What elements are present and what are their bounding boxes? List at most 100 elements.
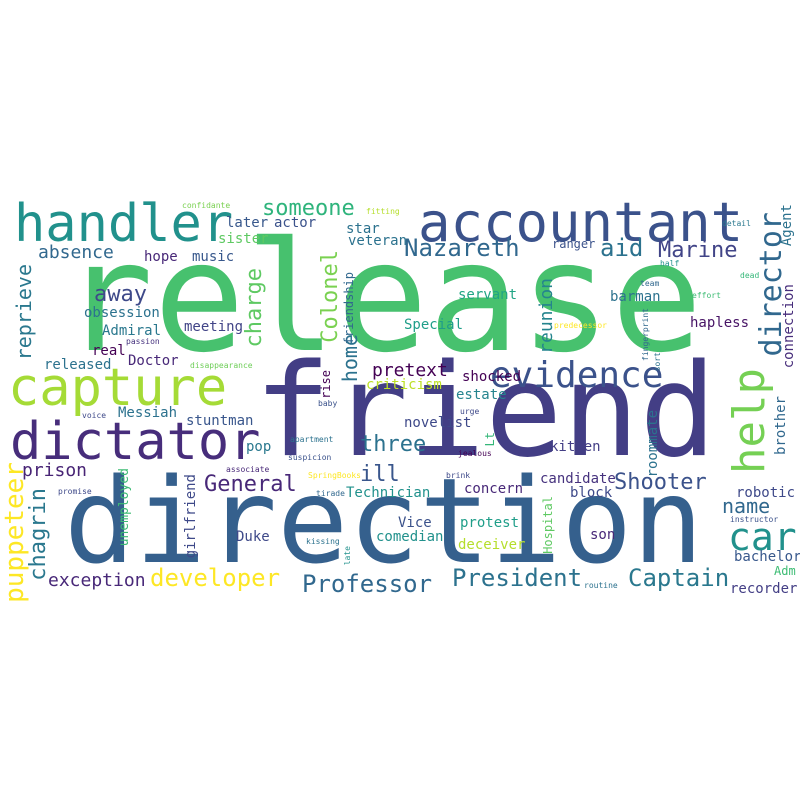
word-three: three <box>360 432 427 457</box>
word-baby: baby <box>318 399 338 408</box>
word-exception: exception <box>48 570 146 591</box>
word-voice: voice <box>82 411 107 420</box>
word-kissing: kissing <box>306 537 340 546</box>
word-sister: sister <box>218 231 269 247</box>
word-protest: protest <box>460 515 520 531</box>
word-stuntman: stuntman <box>186 413 254 429</box>
word-capture: capture <box>8 358 228 418</box>
word-estate: estate <box>456 387 507 403</box>
word-ranger: ranger <box>552 237 596 251</box>
word-fingerprint: fingerprint <box>641 308 650 361</box>
word-direction: direction <box>64 452 704 590</box>
word-chagrin: chagrin <box>26 488 51 581</box>
word-team: team <box>640 279 660 288</box>
word-General: General <box>204 472 297 497</box>
word-help: help <box>724 368 775 474</box>
word-Duke: Duke <box>236 529 270 545</box>
word-unemployed: unemployed <box>117 468 132 547</box>
word-later: later <box>226 215 269 231</box>
word-Technician: Technician <box>346 485 431 501</box>
word-released: released <box>44 357 112 373</box>
word-deceiver: deceiver <box>458 537 526 553</box>
word-shocked: shocked <box>462 369 522 385</box>
word-Doctor: Doctor <box>128 353 179 369</box>
word-brother: brother <box>773 396 789 456</box>
word-Agent: Agent <box>779 204 795 247</box>
word-novelist: novelist <box>404 415 472 431</box>
word-friend: friend <box>254 337 717 486</box>
word-actor: actor <box>274 215 317 231</box>
word-late: late <box>343 546 352 566</box>
word-fitting: fitting <box>366 207 400 216</box>
word-criticism: criticism <box>366 377 442 393</box>
word-music: music <box>192 249 235 265</box>
word-Shooter: Shooter <box>614 470 707 495</box>
word-sort: sort <box>653 352 662 372</box>
word-predecessor: predecessor <box>554 321 607 330</box>
word-confidante: confidante <box>182 201 231 210</box>
word-President: President <box>452 564 583 592</box>
word-passion: passion <box>126 337 160 346</box>
word-routine: routine <box>584 581 618 590</box>
word-star: star <box>346 221 380 237</box>
word-developer: developer <box>150 564 281 592</box>
word-hapless: hapless <box>690 315 750 331</box>
word-dead: dead <box>740 271 760 280</box>
word-Colonel: Colonel <box>318 250 343 343</box>
word-disappearance: disappearance <box>190 361 253 370</box>
word-away: away <box>94 282 147 307</box>
word-Adm: Adm <box>774 564 796 578</box>
word-tirade: tirade <box>316 489 345 498</box>
word-kitten: kitten <box>550 439 601 455</box>
word-half: half <box>660 259 680 268</box>
word-rise: rise <box>319 370 333 399</box>
word-pop: pop <box>246 439 272 455</box>
word-ill: ill <box>360 462 400 487</box>
word-Professor: Professor <box>302 570 433 598</box>
word-jealous: jealous <box>458 449 492 458</box>
word-brink: brink <box>446 471 471 480</box>
word-block: block <box>570 485 613 501</box>
word-concern: concern <box>464 481 524 497</box>
word-Hospital: Hospital <box>541 496 555 554</box>
word-recorder: recorder <box>730 581 798 597</box>
word-detail: detail <box>722 219 751 228</box>
word-hope: hope <box>144 249 178 265</box>
word-bachelor: bachelor <box>734 549 800 565</box>
word-Captain: Captain <box>628 564 730 592</box>
word-someone: someone <box>262 196 355 221</box>
word-roommate: roommate <box>645 410 661 478</box>
word-prison: prison <box>22 460 88 481</box>
word-Marine: Marine <box>658 238 738 263</box>
word-Nazareth: Nazareth <box>404 234 520 262</box>
word-urge: urge <box>460 407 480 416</box>
word-associate: associate <box>226 465 270 474</box>
word-connection: connection <box>781 284 797 369</box>
word-dictator: dictator <box>10 412 261 472</box>
word-candidate: candidate <box>540 471 616 487</box>
word-friendship: friendship <box>342 272 356 345</box>
word-promise: promise <box>58 487 92 496</box>
word-comedian: comedian <box>376 529 444 545</box>
word-meeting: meeting <box>184 319 244 335</box>
word-evidence: evidence <box>490 355 664 396</box>
word-name: name <box>722 494 771 518</box>
word-handler: handler <box>14 194 234 254</box>
word-Messiah: Messiah <box>118 405 178 421</box>
word-barman: barman <box>610 289 661 305</box>
word-SpringBooks: SpringBooks <box>308 471 361 480</box>
word-puppeteer: puppeteer <box>0 462 30 603</box>
word-Special: Special <box>404 317 464 333</box>
word-servant: servant <box>458 287 518 303</box>
word-obsession: obsession <box>84 305 160 321</box>
word-cloud: release friend direction accountant hand… <box>0 194 800 603</box>
word-real: real <box>92 343 126 359</box>
word-reprieve: reprieve <box>12 264 36 361</box>
word-car: car <box>728 515 797 559</box>
word-absence: absence <box>38 242 114 263</box>
word-aid: aid <box>600 234 644 262</box>
word-apartment: apartment <box>290 435 334 444</box>
word-instructor: instructor <box>730 515 779 524</box>
word-suspicion: suspicion <box>288 453 332 462</box>
word-Lt: Lt <box>483 432 497 447</box>
